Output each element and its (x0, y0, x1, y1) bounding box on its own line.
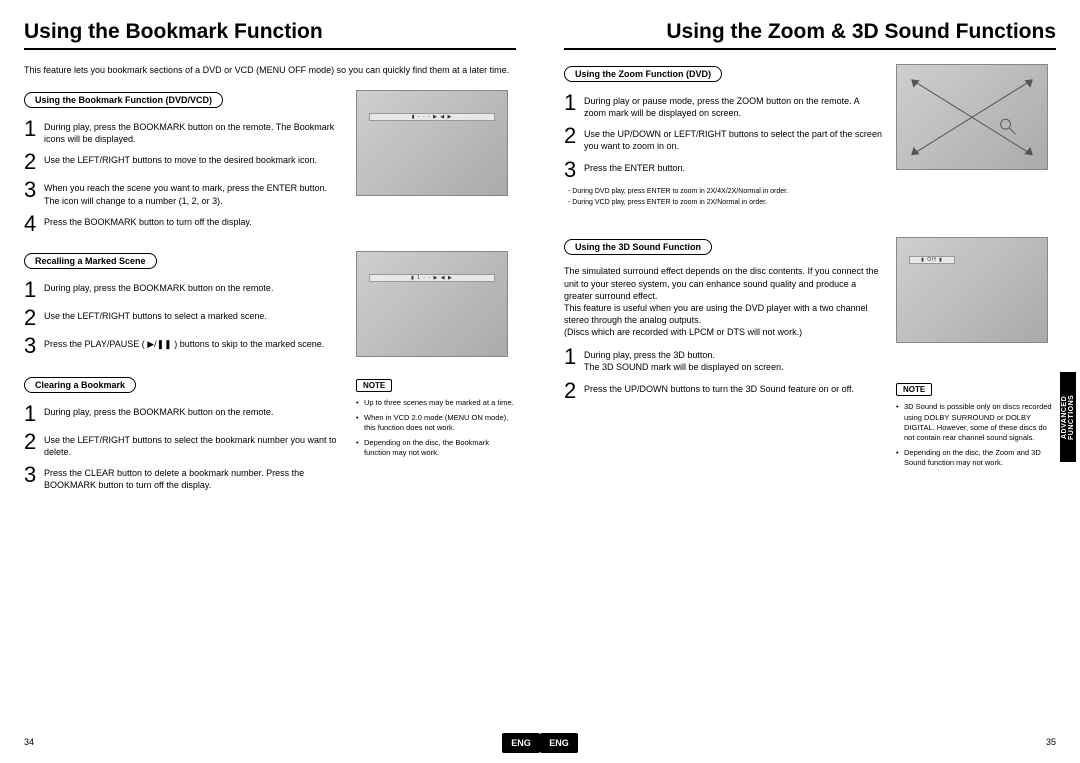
step-3-2: 2Use the LEFT/RIGHT buttons to select th… (24, 431, 342, 458)
step-number: 1 (564, 346, 582, 368)
step-text: When you reach the scene you want to mar… (44, 179, 342, 206)
screen-bar: ▮ 1 - - ▶ ◀ ▶ (369, 274, 495, 282)
screen-bar: ▮ - - - ▶ ◀ ▶ (369, 113, 495, 121)
intro-text: This feature lets you bookmark sections … (24, 64, 516, 76)
step-text: During play, press the BOOKMARK button o… (44, 403, 273, 418)
eng-tab-left: ENG (502, 733, 540, 753)
note-list-left: Up to three scenes may be marked at a ti… (356, 398, 516, 459)
screen-bar: ▮ Off ▮ (909, 256, 955, 264)
page-number-right: 35 (1046, 737, 1056, 747)
page-right: Using the Zoom & 3D Sound Functions Usin… (540, 0, 1080, 763)
note-label-right: NOTE (896, 383, 932, 396)
step-number: 2 (564, 125, 582, 147)
zoom-arrows-icon (897, 65, 1047, 170)
step-number: 3 (24, 335, 42, 357)
screen-mock-3dsound: ▮ Off ▮ (896, 237, 1048, 343)
page-number-left: 34 (24, 737, 34, 747)
section-heading-zoom: Using the Zoom Function (DVD) (564, 66, 722, 82)
step-number: 1 (24, 403, 42, 425)
eng-tab-right: ENG (540, 733, 578, 753)
step-z-3: 3Press the ENTER button. (564, 159, 882, 181)
note-label-left: NOTE (356, 379, 392, 392)
note-list-right: 3D Sound is possible only on discs recor… (896, 402, 1056, 468)
step-text: Press the ENTER button. (584, 159, 685, 174)
page-left: Using the Bookmark Function This feature… (0, 0, 540, 763)
screen-mock-zoom (896, 64, 1048, 170)
step-text: Use the LEFT/RIGHT buttons to select the… (44, 431, 342, 458)
step-number: 3 (564, 159, 582, 181)
step-text: During play or pause mode, press the ZOO… (584, 92, 882, 119)
zoom-small-notes: - During DVD play, press ENTER to zoom i… (564, 187, 882, 208)
step-2-1: 1During play, press the BOOKMARK button … (24, 279, 342, 301)
step-z-2: 2Use the UP/DOWN or LEFT/RIGHT buttons t… (564, 125, 882, 152)
step-number: 2 (24, 151, 42, 173)
step-text: Press the PLAY/PAUSE ( ▶/❚❚ ) buttons to… (44, 335, 324, 350)
section-heading-3: Clearing a Bookmark (24, 377, 136, 393)
section-heading-2: Recalling a Marked Scene (24, 253, 157, 269)
step-2-3: 3Press the PLAY/PAUSE ( ▶/❚❚ ) buttons t… (24, 335, 342, 357)
step-z-1: 1During play or pause mode, press the ZO… (564, 92, 882, 119)
step-text: Press the BOOKMARK button to turn off th… (44, 213, 252, 228)
step-number: 2 (564, 380, 582, 402)
step-number: 2 (24, 307, 42, 329)
3dsound-description: The simulated surround effect depends on… (564, 265, 882, 338)
small-note-line: - During VCD play, press ENTER to zoom i… (568, 198, 882, 207)
step-text: Use the LEFT/RIGHT buttons to select a m… (44, 307, 267, 322)
step-number: 3 (24, 464, 42, 486)
note-item: When in VCD 2.0 mode (MENU ON mode), thi… (356, 413, 516, 433)
section-3dsound: Using the 3D Sound Function The simulate… (564, 237, 1056, 473)
step-number: 3 (24, 179, 42, 201)
step-text: Press the CLEAR button to delete a bookm… (44, 464, 342, 491)
step-3d-2: 2Press the UP/DOWN buttons to turn the 3… (564, 380, 882, 402)
section-heading-1: Using the Bookmark Function (DVD/VCD) (24, 92, 223, 108)
step-1-3: 3When you reach the scene you want to ma… (24, 179, 342, 206)
step-text: Use the UP/DOWN or LEFT/RIGHT buttons to… (584, 125, 882, 152)
step-text: During play, press the 3D button. The 3D… (584, 346, 784, 373)
step-3-1: 1During play, press the BOOKMARK button … (24, 403, 342, 425)
page-title-left: Using the Bookmark Function (24, 20, 516, 50)
step-number: 1 (24, 118, 42, 140)
page-title-right: Using the Zoom & 3D Sound Functions (564, 20, 1056, 50)
section-clearing: Clearing a Bookmark 1During play, press … (24, 375, 516, 498)
note-item: Up to three scenes may be marked at a ti… (356, 398, 516, 408)
section-bookmark-dvdvcd: Using the Bookmark Function (DVD/VCD) 1D… (24, 90, 516, 241)
step-number: 4 (24, 213, 42, 235)
section-heading-3dsound: Using the 3D Sound Function (564, 239, 712, 255)
screen-mock-bookmark-1: ▮ - - - ▶ ◀ ▶ (356, 90, 508, 196)
screen-mock-bookmark-2: ▮ 1 - - ▶ ◀ ▶ (356, 251, 508, 357)
step-number: 2 (24, 431, 42, 453)
note-item: Depending on the disc, the Bookmark func… (356, 438, 516, 458)
step-text: During play, press the BOOKMARK button o… (44, 118, 342, 145)
section-zoom: Using the Zoom Function (DVD) 1During pl… (564, 64, 1056, 209)
step-3-3: 3Press the CLEAR button to delete a book… (24, 464, 342, 491)
step-1-1: 1During play, press the BOOKMARK button … (24, 118, 342, 145)
step-1-2: 2Use the LEFT/RIGHT buttons to move to t… (24, 151, 342, 173)
step-text: Use the LEFT/RIGHT buttons to move to th… (44, 151, 317, 166)
page-spread: Using the Bookmark Function This feature… (0, 0, 1080, 763)
step-1-4: 4Press the BOOKMARK button to turn off t… (24, 213, 342, 235)
step-number: 1 (24, 279, 42, 301)
side-tab-advanced: ADVANCED FUNCTIONS (1060, 372, 1076, 462)
step-3d-1: 1During play, press the 3D button. The 3… (564, 346, 882, 373)
note-item: 3D Sound is possible only on discs recor… (896, 402, 1056, 443)
step-2-2: 2Use the LEFT/RIGHT buttons to select a … (24, 307, 342, 329)
small-note-line: - During DVD play, press ENTER to zoom i… (568, 187, 882, 196)
step-text: Press the UP/DOWN buttons to turn the 3D… (584, 380, 854, 395)
step-text: During play, press the BOOKMARK button o… (44, 279, 273, 294)
step-number: 1 (564, 92, 582, 114)
note-item: Depending on the disc, the Zoom and 3D S… (896, 448, 1056, 468)
section-recalling: Recalling a Marked Scene 1During play, p… (24, 251, 516, 365)
